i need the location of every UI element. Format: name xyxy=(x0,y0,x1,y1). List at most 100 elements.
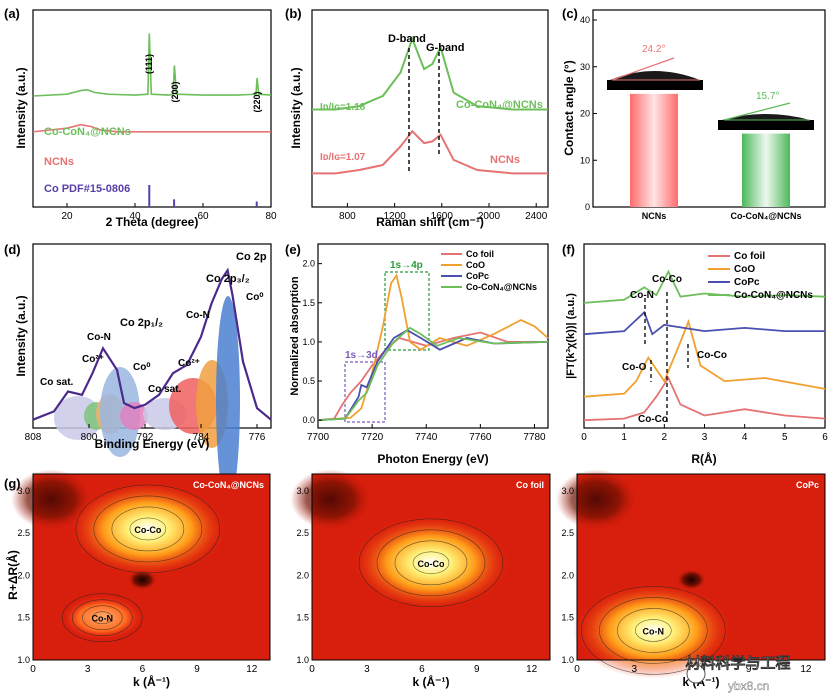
fit-co0-2 xyxy=(216,296,240,504)
label-co-sat-1: Co sat. xyxy=(40,377,74,388)
series-line-2 xyxy=(317,329,549,422)
f-label-coo: Co-O xyxy=(622,362,647,373)
panel-c-y-tick-label: 30 xyxy=(580,62,590,72)
legend-label-3: Co-CoN₄@NCNs xyxy=(734,290,813,301)
wt-xlabel: k (Å⁻¹) xyxy=(133,674,170,689)
panel-a-label-pdf: Co PDF#15-0806 xyxy=(44,183,130,195)
panel-b-series xyxy=(312,35,548,175)
wt-peak-label: Co-Co xyxy=(418,559,445,569)
wt-x-tick-label: 3 xyxy=(85,664,91,675)
droplet-cocn4 xyxy=(722,114,810,120)
panel-d-xticks: 808 800 792 784 776 xyxy=(25,424,266,443)
panel-b-label-ncns: NCNs xyxy=(490,154,520,166)
panel-c-frame xyxy=(592,9,826,208)
label-co-sat-2: Co sat. xyxy=(148,384,182,395)
peak-220-label: (220) xyxy=(252,91,262,112)
wt-contour xyxy=(75,484,221,574)
wt-map-1: Co-Co Co foil 0 3 6 9 12 1.0 1.5 2.0 2.5 3.0 k (Å⁻¹) xyxy=(290,469,551,689)
wt-x-tick-label: 3 xyxy=(364,664,370,675)
panel-e-ylabel: Normalized absorption xyxy=(289,276,301,395)
wt-y-tick-label: 3.0 xyxy=(17,486,30,496)
panel-e-y-tick-label: 2.0 xyxy=(302,259,315,269)
panel-d-frame xyxy=(32,243,272,429)
wt-peak-label: Co-Co xyxy=(134,525,161,535)
panel-a-x-tick-label: 40 xyxy=(129,211,141,222)
panel-f-x-tick-label: 2 xyxy=(662,432,668,443)
panel-a-x-tick-label: 80 xyxy=(265,211,277,222)
bar-1 xyxy=(742,133,790,207)
wt-x-tick-label: 9 xyxy=(194,664,200,675)
wt-peak xyxy=(67,480,228,577)
panel-e-ticks: 7700 7720 7740 7760 7780 0.0 0.5 1.0 1.5 2.0 xyxy=(302,259,546,443)
panel-f-x-tick-label: 5 xyxy=(782,432,788,443)
panel-b-x-tick-label: 2400 xyxy=(525,211,548,222)
bar-0 xyxy=(630,93,678,207)
panel-c-ylabel: Contact angle (°) xyxy=(562,60,576,155)
wt-contour xyxy=(412,551,450,575)
wt-x-tick-label: 0 xyxy=(30,664,36,675)
wt-contour xyxy=(358,518,504,608)
watermark-id: ybx8.cn xyxy=(728,679,769,693)
wt-contour xyxy=(599,597,708,664)
panel-c-y-tick-label: 20 xyxy=(580,109,590,119)
legend-label-2: CoPc xyxy=(466,271,489,281)
panel-e-x-tick-label: 7740 xyxy=(415,432,438,443)
ratio-ncns: Iᴅ/Iɢ=1.07 xyxy=(320,152,366,163)
wt-contour xyxy=(635,619,672,642)
label-co2-1: Co²⁺ xyxy=(82,354,104,365)
panel-f-ylabel: |FT(k³χ(k))| (a.u.) xyxy=(565,293,577,379)
panel-e-x-tick-label: 7720 xyxy=(361,432,384,443)
wt-peak xyxy=(351,514,511,611)
wt-contour xyxy=(111,506,185,552)
series-line-1 xyxy=(317,273,549,422)
wt-y-tick-label: 1.5 xyxy=(296,613,309,623)
wt-frame xyxy=(576,473,826,661)
panel-e-x-tick-label: 7760 xyxy=(469,432,492,443)
fit-co0-1 xyxy=(100,367,140,457)
watermark: 材料科学与工程 ybx8.cn xyxy=(685,654,790,693)
wt-peak xyxy=(62,595,143,640)
panel-f-x-tick-label: 3 xyxy=(702,432,708,443)
wt-contour xyxy=(81,605,123,631)
wt-x-tick-label: 12 xyxy=(246,664,258,675)
substrate-ncns xyxy=(607,80,703,90)
wt-contour xyxy=(91,611,113,625)
panel-a-frame xyxy=(32,9,272,208)
panel-a: (a) 20 40 60 80 2 Theta (degree) Intensity … xyxy=(4,6,277,229)
wt-y-tick-label: 1.0 xyxy=(561,655,574,665)
panel-e-y-tick-label: 0.5 xyxy=(302,376,315,386)
peak-200-label: (200) xyxy=(170,81,180,102)
panel-e-y-tick-label: 1.5 xyxy=(302,298,315,308)
f-label-coco-coo: Co-Co xyxy=(697,350,727,361)
label-co0-2: Co⁰ xyxy=(246,292,263,303)
wt-x-tick-label: 3 xyxy=(631,664,637,675)
label-1s3d: 1s→3d xyxy=(345,350,378,361)
panel-f-xlabel: R(Å) xyxy=(691,451,716,466)
wt-contour xyxy=(71,599,133,637)
box-1s3d xyxy=(344,361,386,423)
f-label-con: Co-N xyxy=(630,290,654,301)
panel-f-x-tick-label: 4 xyxy=(742,432,748,443)
panel-f-xticks: 0 1 2 3 4 5 6 xyxy=(581,424,828,443)
wt-y-tick-label: 3.0 xyxy=(561,486,574,496)
panel-e-y-tick-label: 1.0 xyxy=(302,337,315,347)
panel-a-label-cocn4: Co-CoN₄@NCNs xyxy=(44,126,131,138)
panel-b-label-cocn4: Co-CoN₄@NCNs xyxy=(456,99,543,111)
wt-y-tick-label: 2.0 xyxy=(296,570,309,580)
wt-dark-corner xyxy=(11,469,92,530)
wt-map-title: CoPc xyxy=(796,480,819,490)
panel-b-label: (b) xyxy=(285,6,302,21)
wt-x-tick-label: 6 xyxy=(140,664,146,675)
series-line-1 xyxy=(583,318,826,398)
panel-b-x-tick-label: 1200 xyxy=(383,211,406,222)
legend-label-1: CoO xyxy=(466,260,485,270)
panel-f-x-tick-label: 0 xyxy=(581,432,587,443)
panel-c-y-tick-label: 0 xyxy=(585,202,590,212)
series-line-0 xyxy=(583,376,826,422)
panel-f-x-tick-label: 6 xyxy=(822,432,828,443)
wt-contour xyxy=(581,586,726,675)
g-band-label: G-band xyxy=(426,42,465,54)
wt-x-tick-label: 9 xyxy=(746,664,752,675)
panel-a-xticks: 20 40 60 80 xyxy=(61,203,277,222)
